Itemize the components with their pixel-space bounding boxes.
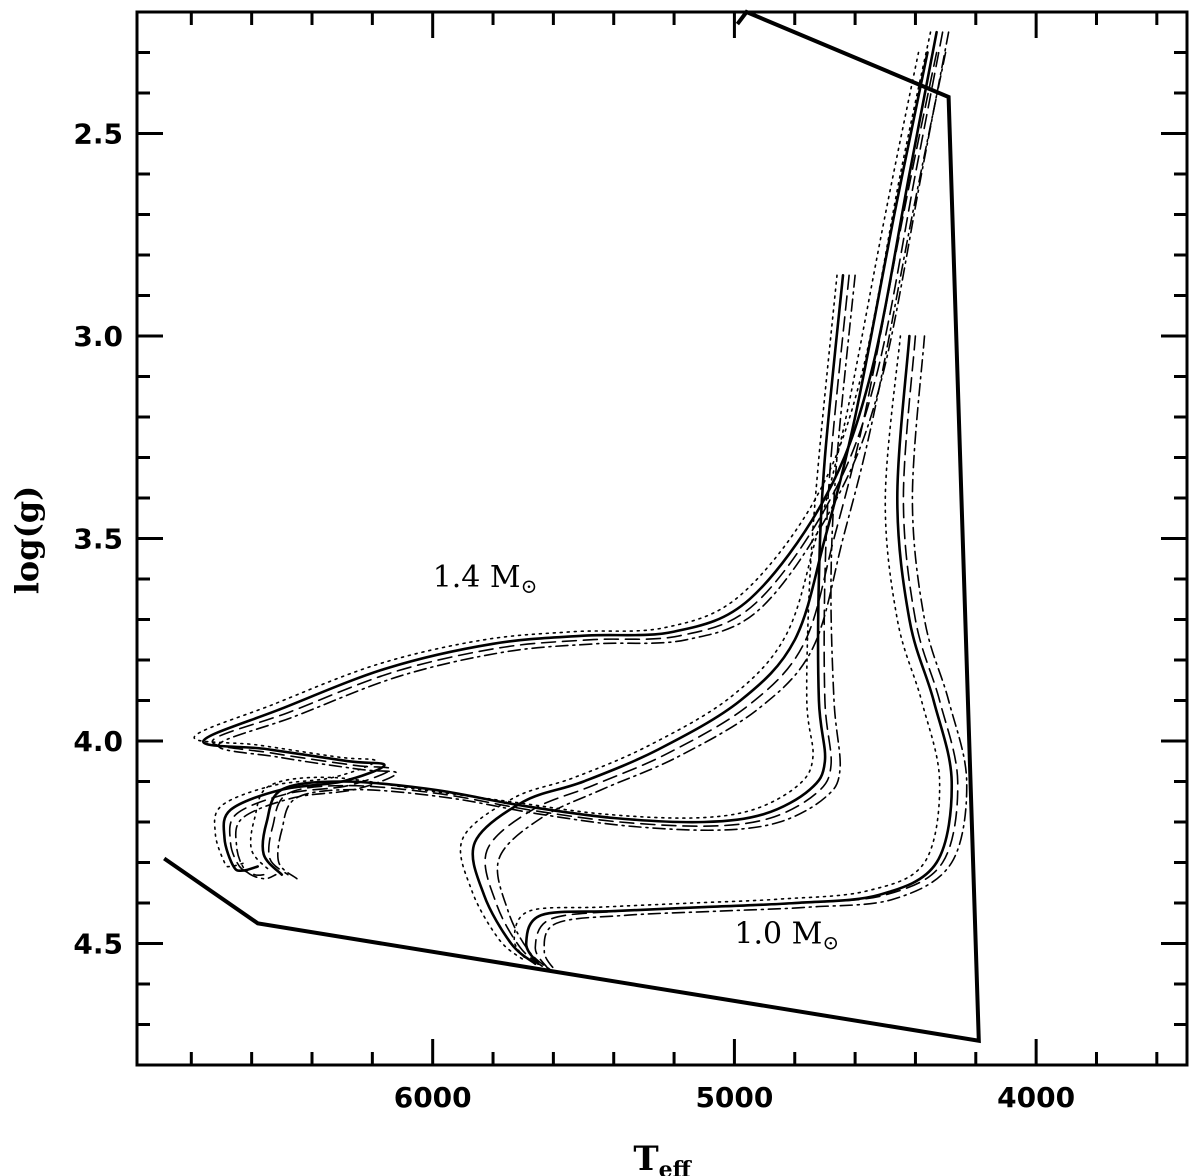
track-series-14 — [534, 335, 959, 969]
mass-label-2: 1.0 M⊙ — [734, 917, 839, 955]
track-series-6 — [484, 51, 938, 969]
plot-frame — [135, 10, 1189, 1067]
x-axis-title-subscript: eff — [659, 1157, 693, 1176]
track-series-12 — [276, 274, 856, 880]
axis-ticks — [137, 10, 1187, 1067]
track-series-8 — [496, 51, 947, 973]
boundary-polygon — [163, 9, 981, 1044]
track-series-9 — [261, 274, 845, 876]
track-series-15 — [513, 335, 941, 961]
x-tick-label: 6000 — [394, 1081, 472, 1114]
annotations: 1.4 M⊙ 1.0 M⊙ — [433, 560, 839, 954]
track-series-5 — [471, 51, 929, 966]
y-tick-label: 4.0 — [73, 725, 123, 758]
y-axis-title: log(g) — [8, 486, 46, 595]
track-series-7 — [459, 51, 920, 961]
evolutionary-tracks — [193, 30, 968, 973]
boundary-layer — [163, 9, 981, 1044]
axis-tick-labels: 6000 5000 4000 2.5 3.0 3.5 4.0 4.5 — [73, 118, 1075, 1115]
y-tick-label: 2.5 — [73, 118, 123, 151]
y-tick-label: 3.0 — [73, 320, 123, 353]
y-tick-label: 4.5 — [73, 928, 123, 961]
mass-label-1: 1.4 M⊙ — [433, 560, 538, 598]
track-series-10 — [267, 274, 850, 876]
y-tick-label: 3.5 — [73, 523, 123, 556]
x-tick-label: 4000 — [997, 1081, 1075, 1114]
track-series-16 — [543, 335, 968, 973]
track-series-2 — [211, 31, 944, 877]
track-series-13 — [524, 334, 954, 966]
track-series-3 — [193, 31, 932, 868]
x-tick-label: 5000 — [695, 1081, 773, 1114]
track-series-4 — [217, 31, 950, 880]
track-series-11 — [249, 274, 838, 872]
x-axis-title: Teff — [633, 1139, 692, 1176]
